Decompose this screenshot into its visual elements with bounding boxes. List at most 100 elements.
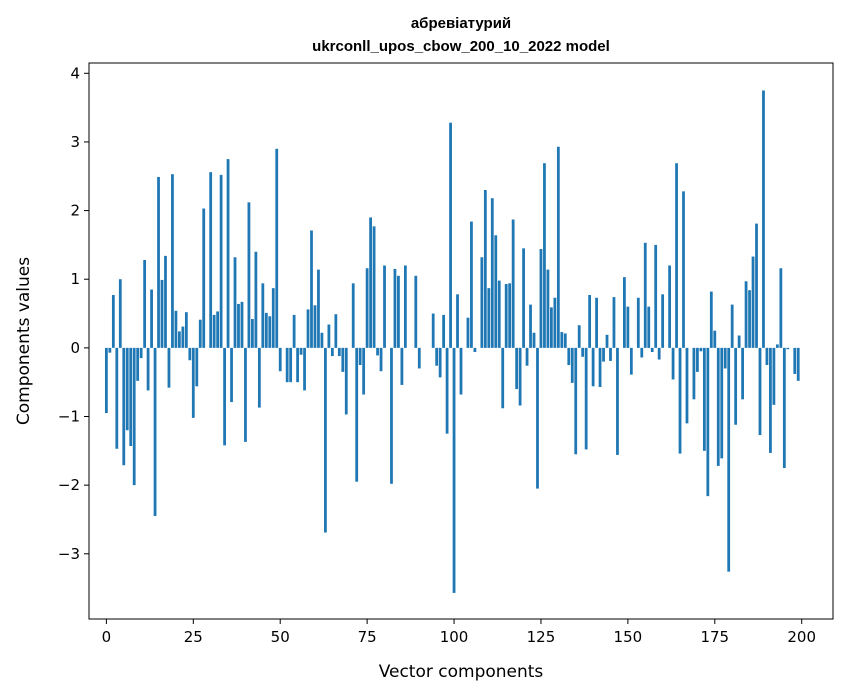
bar-56 [299,347,303,355]
bar-33 [219,174,223,348]
bar-11 [143,260,147,348]
bar-179 [727,347,731,572]
bar-118 [515,347,519,390]
bar-80 [383,265,386,348]
bar-37 [233,257,237,348]
bar-19 [171,174,174,348]
bar-71 [351,283,355,348]
bar-173 [706,347,710,497]
bar-32 [216,311,220,348]
bar-113 [497,280,501,348]
bar-46 [264,312,268,348]
bar-112 [494,235,498,348]
bar-134 [570,347,574,383]
bar-16 [160,279,164,348]
bar-66 [334,314,338,348]
bar-171 [699,347,703,352]
bar-50 [278,347,282,372]
bar-97 [442,314,446,348]
bar-122 [529,304,532,348]
bar-79 [379,347,383,372]
bar-151 [629,347,633,375]
bar-10 [139,347,143,359]
bar-109 [483,189,487,348]
bar-174 [709,291,713,348]
bar-89 [414,275,418,348]
bar-131 [560,332,564,348]
bar-28 [202,208,206,348]
bar-22 [181,326,185,348]
bar-162 [668,265,671,348]
bar-116 [508,283,512,348]
bar-146 [612,297,616,348]
bar-184 [744,281,748,348]
bar-104 [466,317,470,348]
bar-62 [320,332,324,348]
bar-196 [786,347,790,350]
bar-86 [403,265,407,348]
bar-65 [330,347,334,357]
bar-73 [358,347,362,366]
bar-143 [602,347,605,362]
bar-138 [584,347,588,450]
x-axis-ticks: 0 25 50 75 100 125 150 175 200 [102,619,816,646]
bar-178 [723,347,727,369]
bar-147 [616,347,619,455]
bar-26 [195,347,199,387]
bar-106 [473,347,477,352]
bar-119 [518,347,522,406]
bar-150 [626,306,630,348]
bar-7 [129,347,133,447]
x-tick-label: 125 [527,628,556,646]
bar-140 [591,347,595,387]
bar-181 [734,347,738,425]
bar-23 [184,312,188,348]
bar-4 [118,279,122,348]
bar-180 [730,304,734,348]
bar-153 [636,297,640,348]
bar-36 [230,347,233,403]
bar-166 [682,191,685,348]
bar-67 [337,347,341,357]
bar-0 [104,347,108,414]
y-tick-label: −1 [58,408,80,426]
chart-subtitle: ukrconll_upos_cbow_200_10_2022 model [312,38,610,55]
bar-198 [793,347,797,374]
bar-135 [574,347,578,455]
bar-102 [459,347,463,395]
bar-24 [188,347,192,361]
bar-96 [438,347,442,378]
bar-136 [577,325,581,348]
x-tick-label: 0 [102,628,112,646]
bar-21 [178,331,181,348]
bar-99 [449,122,452,348]
bar-52 [285,347,289,383]
bar-57 [303,347,306,391]
bar-39 [240,301,244,348]
bar-54 [292,314,296,348]
bar-149 [623,277,626,348]
bar-187 [755,223,758,348]
bar-68 [341,347,345,372]
bar-27 [198,319,202,348]
bar-170 [696,347,699,372]
x-axis-label: Vector components [379,662,544,682]
bar-101 [456,294,459,348]
bar-6 [125,347,129,431]
bar-38 [237,303,240,348]
bar-154 [640,347,644,358]
x-tick-label: 50 [271,628,290,646]
bar-69 [344,347,348,415]
bar-34 [223,347,226,446]
bar-84 [397,275,400,348]
bar-190 [765,347,769,366]
bar-191 [769,347,772,453]
bar-127 [546,269,550,348]
bar-188 [758,347,762,436]
bar-167 [685,347,689,424]
bar-194 [779,268,783,348]
bar-199 [796,347,800,381]
bar-126 [543,163,546,348]
bar-100 [452,347,456,593]
bar-123 [532,332,536,348]
